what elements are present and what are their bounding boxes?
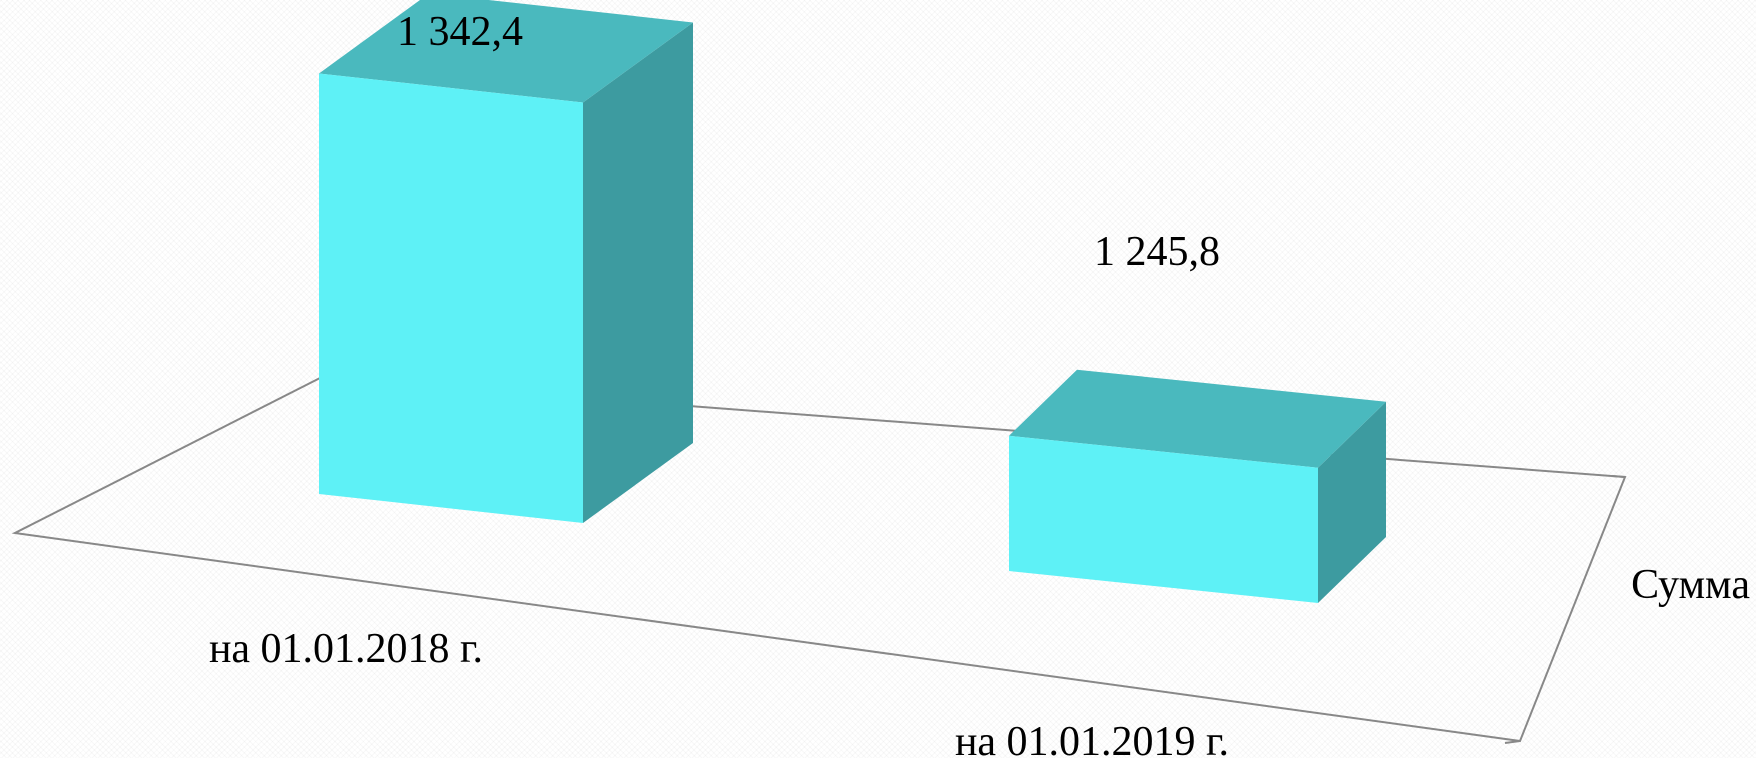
bar-side [583, 22, 693, 523]
bars [319, 0, 1386, 603]
floor-tick [1504, 740, 1521, 744]
bar [319, 0, 693, 523]
bar-front [1009, 435, 1318, 603]
floor-tick [1611, 475, 1626, 478]
bar-front [319, 73, 583, 523]
series-label: Сумма [1631, 562, 1750, 608]
data-label: 1 342,4 [397, 9, 523, 55]
category-label: на 01.01.2018 г. [209, 626, 483, 672]
bar [1009, 369, 1386, 603]
bar-top [319, 0, 693, 103]
chart-floor [11, 376, 1627, 744]
bar-top [1009, 369, 1386, 468]
category-label: на 01.01.2019 г. [955, 719, 1229, 758]
data-label: 1 245,8 [1094, 229, 1220, 275]
bar-side [1318, 401, 1386, 603]
